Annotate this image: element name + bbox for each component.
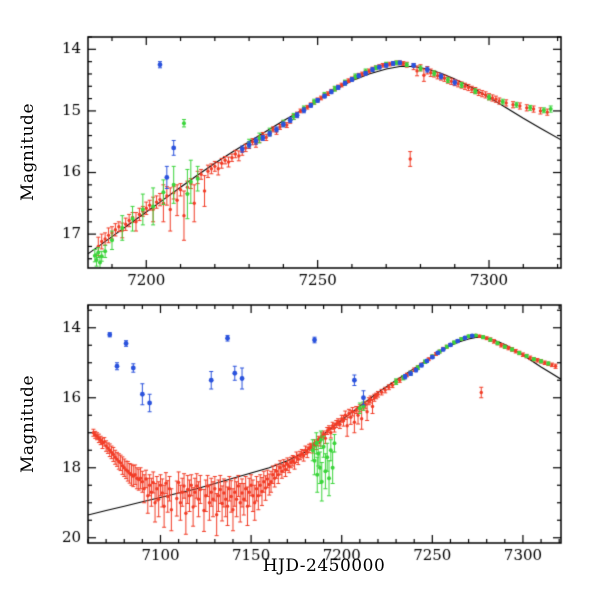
y-axis-label-top: Magnitude [18,102,38,202]
x-axis-label: HJD-2450000 [262,556,386,576]
y-axis-label-bottom: Magnitude [18,374,38,474]
